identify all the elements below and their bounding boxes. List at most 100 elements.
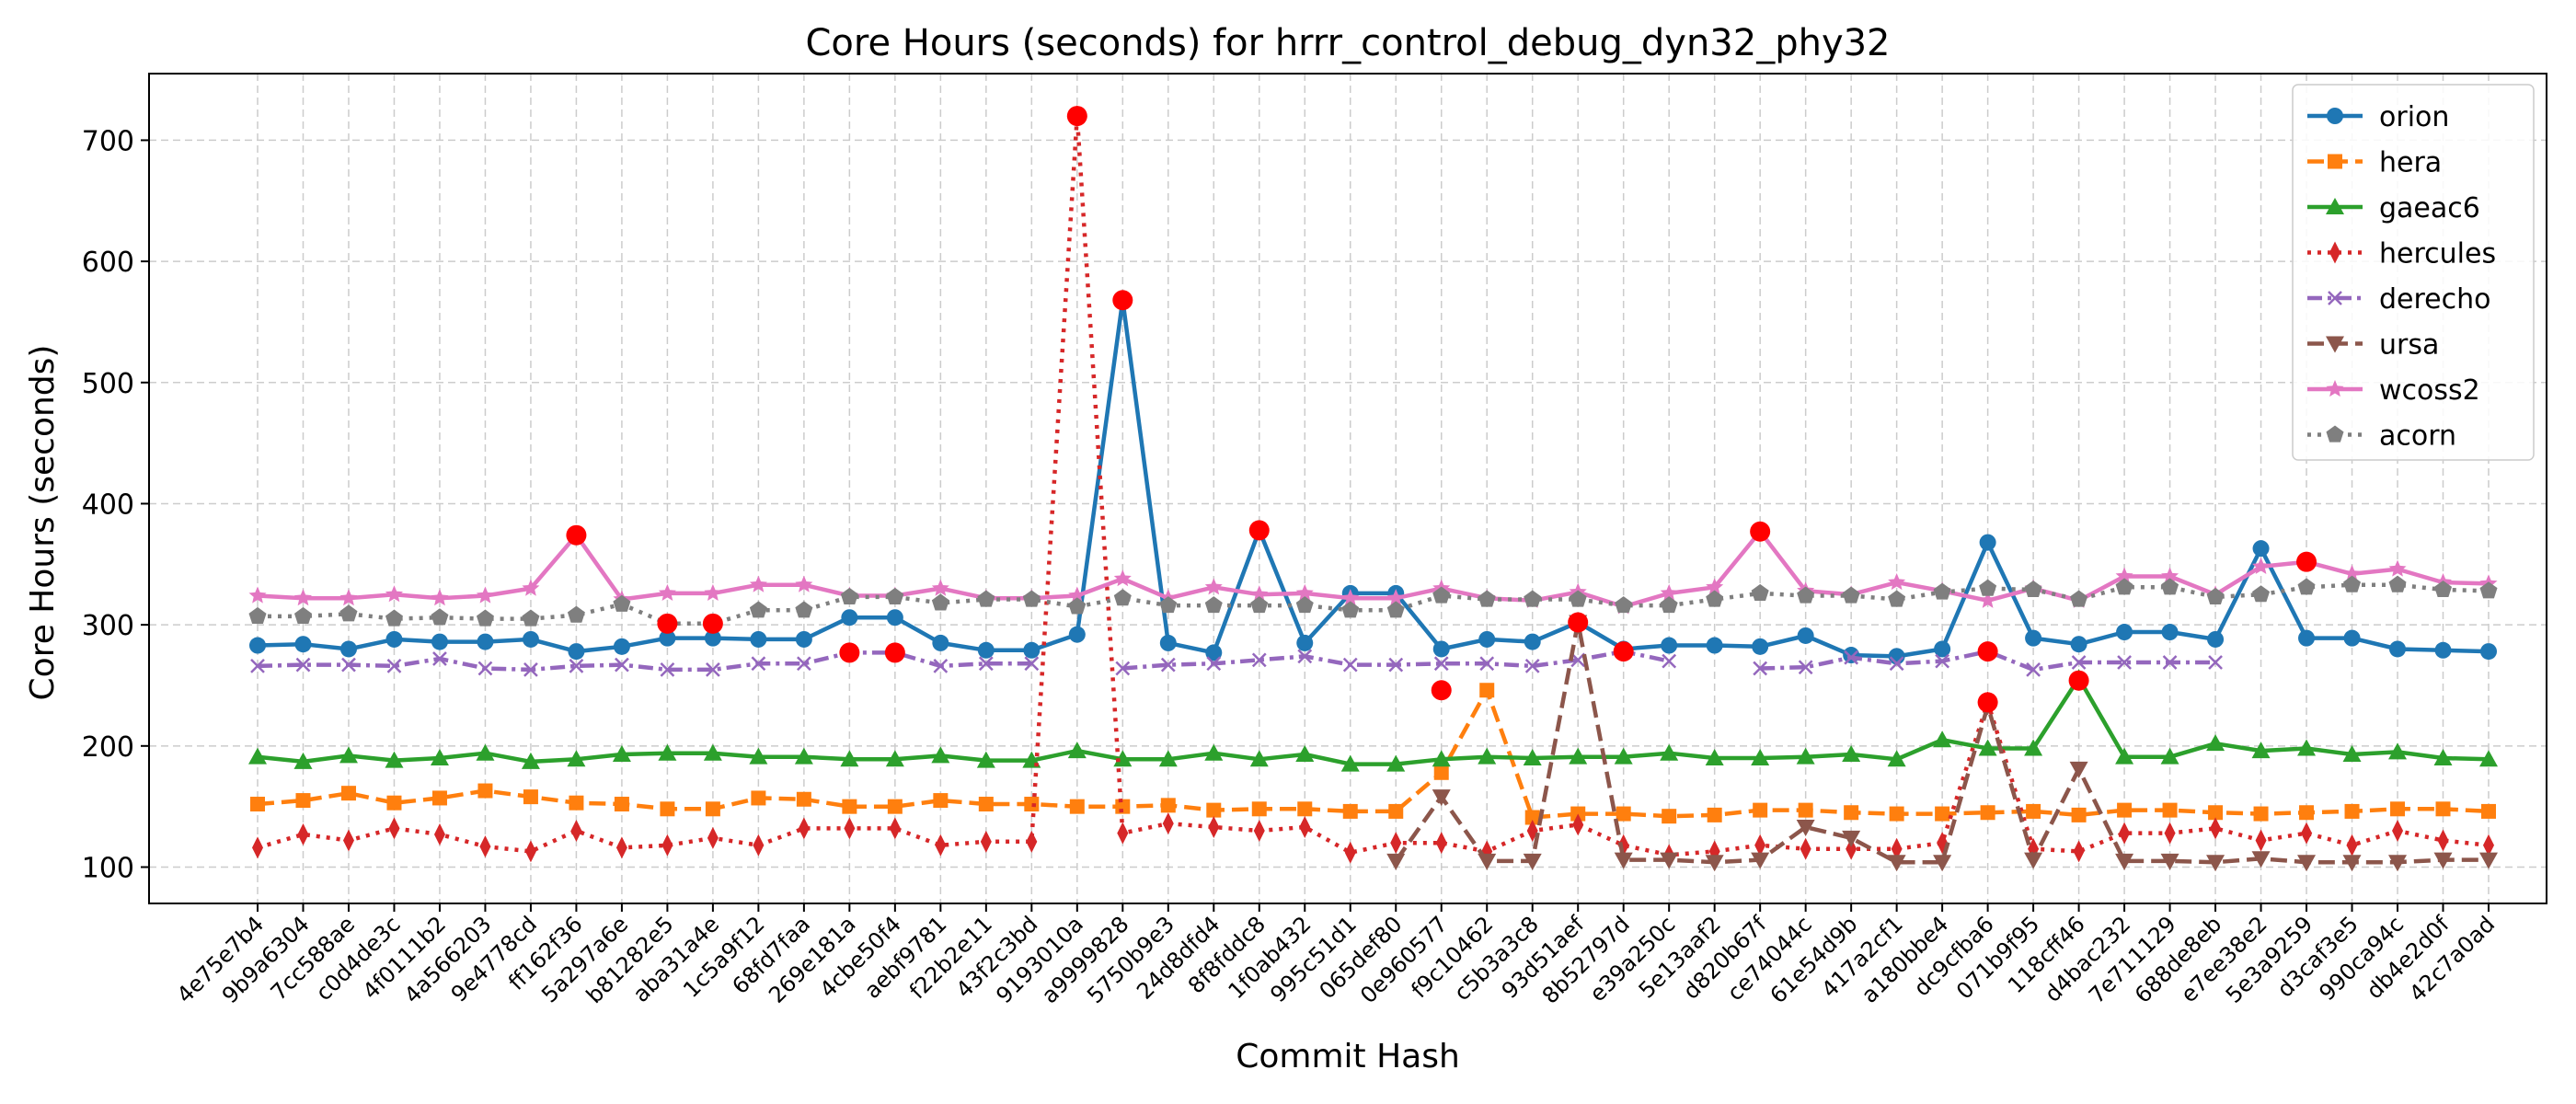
- data-point-acorn: [2479, 581, 2498, 599]
- data-point-ursa: [1432, 789, 1451, 807]
- data-point-ursa: [2433, 852, 2453, 869]
- data-point-gaeac6: [1523, 748, 1542, 765]
- highlight-point: [657, 613, 678, 634]
- data-point-hera: [1433, 765, 1449, 780]
- data-point-orion: [1979, 534, 1996, 551]
- x-marker-stroke: [751, 656, 766, 672]
- data-point-ursa: [2388, 855, 2408, 872]
- data-point-acorn: [1159, 596, 1178, 614]
- x-marker-stroke: [615, 657, 629, 673]
- legend-item-ursa: ursa: [2307, 329, 2439, 362]
- data-point-wcoss2: [1979, 591, 1997, 608]
- data-point-derecho: [432, 651, 447, 666]
- data-point-orion: [1478, 630, 1496, 648]
- data-point-gaeac6: [1933, 730, 1952, 748]
- data-point-derecho: [706, 661, 720, 677]
- data-point-acorn: [1979, 579, 1997, 596]
- data-point-hera: [660, 801, 675, 817]
- data-point-derecho: [250, 659, 265, 673]
- data-point-hera: [1798, 802, 1813, 818]
- data-point-hercules: [2301, 822, 2313, 845]
- data-point-hera: [1388, 803, 1404, 819]
- data-point-hera: [1662, 809, 1677, 824]
- data-point-wcoss2: [1706, 578, 1724, 595]
- data-point-hercules: [433, 822, 445, 845]
- data-point-wcoss2: [1204, 578, 1223, 595]
- data-point-hercules: [524, 840, 536, 863]
- data-point-gaeac6: [1887, 750, 1906, 767]
- data-point-hercules: [889, 817, 901, 840]
- data-point-acorn: [795, 601, 813, 618]
- data-point-ursa: [1660, 852, 1679, 869]
- legend-label: orion: [2379, 101, 2449, 133]
- data-point-derecho: [1798, 660, 1813, 675]
- data-point-wcoss2: [431, 589, 449, 606]
- data-point-gaeac6: [2433, 748, 2453, 765]
- data-point-acorn: [567, 605, 585, 623]
- data-point-hera: [2253, 806, 2269, 822]
- data-point-orion: [977, 641, 995, 659]
- y-tick-label: 100: [82, 852, 134, 884]
- data-point-acorn: [522, 609, 540, 627]
- data-point-hercules: [2073, 840, 2085, 863]
- data-point-orion: [477, 633, 494, 650]
- data-point-acorn: [2297, 578, 2316, 595]
- legend-frame: [2292, 84, 2535, 461]
- highlight-point: [1613, 641, 1634, 662]
- data-point-hercules: [1117, 822, 1129, 845]
- data-point-wcoss2: [2343, 564, 2362, 581]
- data-point-acorn: [2161, 578, 2179, 595]
- data-point-hercules: [1299, 816, 1311, 839]
- data-point-acorn: [2024, 580, 2042, 598]
- y-tick-label: 600: [82, 247, 134, 279]
- data-point-acorn: [1842, 586, 1860, 604]
- legend-item-hercules: hercules: [2307, 238, 2496, 270]
- data-point-hercules: [1800, 837, 1811, 860]
- data-point-orion: [704, 629, 721, 647]
- data-point-orion: [1432, 640, 1450, 658]
- data-point-hera: [2162, 802, 2178, 818]
- data-point-gaeac6: [1113, 750, 1133, 767]
- data-point-wcoss2: [2161, 567, 2179, 584]
- data-point-hera: [614, 797, 629, 812]
- data-point-wcoss2: [476, 586, 494, 604]
- data-point-ursa: [1887, 855, 1906, 872]
- data-point-orion: [431, 633, 448, 650]
- series-layer: [248, 105, 2498, 872]
- data-point-acorn: [293, 606, 313, 625]
- data-point-ursa: [1842, 830, 1861, 847]
- data-point-derecho: [1433, 656, 1449, 672]
- data-point-orion: [1296, 634, 1314, 651]
- data-point-hera: [751, 790, 766, 806]
- data-point-orion: [1524, 633, 1541, 650]
- data-point-orion: [1797, 627, 1814, 644]
- data-point-acorn: [2252, 585, 2271, 603]
- x-marker-stroke: [796, 656, 811, 672]
- highlight-point: [1248, 520, 1270, 541]
- data-point-orion: [2070, 636, 2087, 653]
- data-point-hercules: [1344, 841, 1356, 864]
- data-point-derecho: [1662, 653, 1677, 669]
- data-point-orion: [1023, 641, 1041, 659]
- data-point-hercules: [844, 817, 856, 840]
- data-point-hercules: [1435, 832, 1447, 855]
- legend-marker: [2326, 336, 2344, 353]
- data-point-hercules: [935, 834, 947, 857]
- data-point-orion: [1752, 638, 1769, 655]
- x-marker-stroke: [1160, 657, 1176, 673]
- data-point-hera: [2208, 805, 2224, 821]
- highlight-point: [839, 642, 860, 663]
- data-point-orion: [2207, 630, 2225, 648]
- series-gaeac6: [248, 669, 2498, 772]
- legend-label: wcoss2: [2379, 374, 2480, 407]
- data-point-hercules: [2346, 834, 2358, 857]
- data-point-derecho: [751, 656, 766, 672]
- data-point-hera: [431, 790, 447, 806]
- data-point-derecho: [1160, 657, 1176, 673]
- data-point-derecho: [615, 657, 629, 673]
- data-point-hercules: [615, 836, 627, 859]
- legend-marker: [2328, 291, 2342, 305]
- data-point-acorn: [1524, 590, 1542, 607]
- data-point-gaeac6: [1569, 747, 1588, 765]
- data-point-derecho: [1115, 661, 1131, 676]
